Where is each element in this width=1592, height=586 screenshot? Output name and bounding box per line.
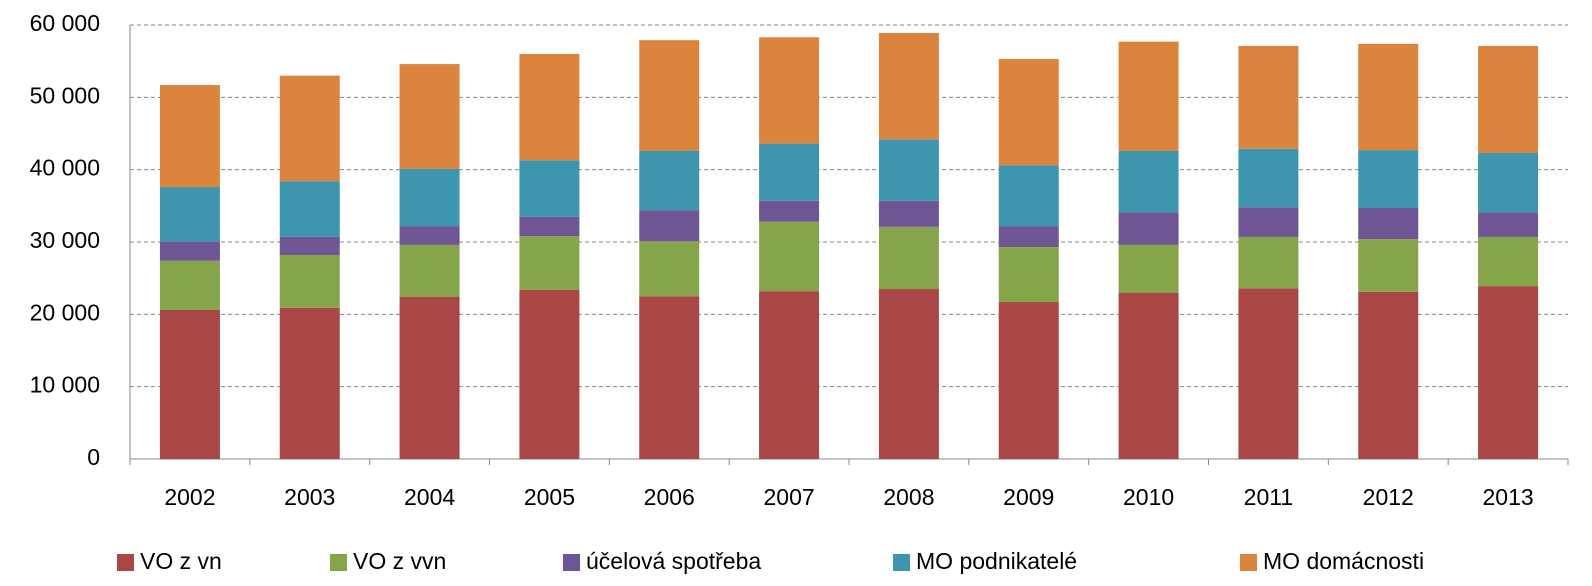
bar-segment [279, 255, 340, 308]
bar-segment [1118, 212, 1179, 245]
y-tick-label: 20 000 [30, 299, 100, 325]
bar-segment [399, 168, 460, 227]
bar-segment [1358, 239, 1419, 292]
legend-label: VO z vn [140, 548, 222, 574]
bar-segment [1238, 207, 1299, 237]
bar-segment [279, 307, 340, 459]
bar-segment [1358, 150, 1419, 209]
legend-label: VO z vvn [353, 548, 446, 574]
bar-segment [279, 236, 340, 256]
x-tick-label: 2008 [883, 484, 934, 510]
bar-segment [878, 32, 939, 140]
legend-label: MO domácnosti [1263, 548, 1424, 574]
bar-segment [399, 64, 460, 169]
legend-label: MO podnikatelé [916, 548, 1077, 574]
legend-swatch [893, 554, 910, 571]
x-tick-label: 2013 [1482, 484, 1533, 510]
x-tick-label: 2004 [404, 484, 455, 510]
x-tick-label: 2006 [644, 484, 695, 510]
bar-segment [1118, 292, 1179, 459]
bar-segment [1118, 244, 1179, 293]
bar-segment [759, 291, 820, 459]
bar-segment [759, 143, 820, 201]
bar-segment [1238, 236, 1299, 289]
bar-segment [1118, 41, 1179, 151]
bar-segment [639, 150, 700, 211]
y-tick-label: 10 000 [30, 372, 100, 398]
bar-segment [399, 226, 460, 245]
y-tick-label: 60 000 [30, 10, 100, 36]
y-tick-label: 0 [87, 444, 100, 470]
legend-swatch [117, 554, 134, 571]
x-tick-label: 2003 [284, 484, 335, 510]
x-tick-label: 2009 [1003, 484, 1054, 510]
bar-segment [639, 40, 700, 151]
bar-segment [1358, 208, 1419, 240]
bar-segment [1238, 288, 1299, 459]
bar-segment [1478, 286, 1539, 459]
bar-segment [1478, 45, 1539, 154]
legend-swatch [330, 554, 347, 571]
bar-segment [878, 200, 939, 227]
bar-segment [159, 187, 220, 242]
bar-segment [998, 247, 1059, 303]
bar-segment [1238, 148, 1299, 208]
y-tick-label: 40 000 [30, 155, 100, 181]
y-tick-label: 30 000 [30, 227, 100, 253]
bar-segment [998, 226, 1059, 248]
bar-segment [1478, 153, 1539, 213]
bar-segment [279, 181, 340, 237]
bar-segment [519, 289, 580, 459]
bar-segment [639, 296, 700, 459]
bar-segment [998, 302, 1059, 459]
x-tick-label: 2012 [1363, 484, 1414, 510]
legend-swatch [563, 554, 580, 571]
bar-segment [759, 221, 820, 292]
bar-segment [519, 160, 580, 217]
x-tick-label: 2007 [763, 484, 814, 510]
bar-segment [759, 200, 820, 222]
legend-label: účelová spotřeba [586, 548, 761, 574]
bar-segment [1358, 291, 1419, 459]
bar-segment [519, 236, 580, 290]
bar-segment [399, 244, 460, 297]
bar-segment [159, 85, 220, 188]
bar-segment [878, 226, 939, 290]
x-tick-label: 2005 [524, 484, 575, 510]
bar-segment [1478, 236, 1539, 287]
bar-segment [399, 296, 460, 459]
bar-segment [878, 289, 939, 459]
x-tick-label: 2002 [164, 484, 215, 510]
x-tick-label: 2010 [1123, 484, 1174, 510]
bar-segment [159, 309, 220, 459]
y-tick-label: 50 000 [30, 82, 100, 108]
bar-segment [1118, 150, 1179, 213]
bar-segment [759, 37, 820, 144]
bar-segment [519, 216, 580, 237]
bar-segment [279, 75, 340, 182]
bar-segment [159, 260, 220, 310]
bar-segment [998, 58, 1059, 166]
bar-segment [1358, 43, 1419, 151]
bar-segment [998, 165, 1059, 227]
bar-segment [519, 53, 580, 161]
bar-segment [639, 210, 700, 242]
bar-segment [1478, 212, 1539, 237]
bar-segment [878, 139, 939, 201]
x-tick-label: 2011 [1244, 484, 1293, 510]
bar-segment [159, 241, 220, 261]
legend-swatch [1240, 554, 1257, 571]
bar-segment [639, 241, 700, 297]
bar-segment [1238, 45, 1299, 149]
